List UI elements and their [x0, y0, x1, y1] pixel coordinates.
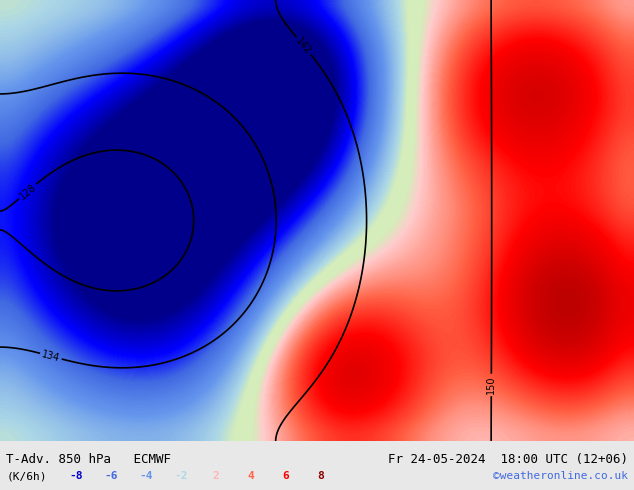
- Text: 8: 8: [317, 471, 323, 481]
- Text: -4: -4: [139, 471, 153, 481]
- Text: -2: -2: [174, 471, 188, 481]
- Text: 4: 4: [247, 471, 254, 481]
- Text: 2: 2: [212, 471, 219, 481]
- Text: 6: 6: [282, 471, 288, 481]
- Text: 150: 150: [486, 376, 496, 394]
- Text: 142: 142: [294, 35, 313, 56]
- Text: -8: -8: [69, 471, 83, 481]
- Text: -6: -6: [104, 471, 118, 481]
- Text: (K/6h): (K/6h): [6, 471, 47, 481]
- Text: T-Adv. 850 hPa   ECMWF: T-Adv. 850 hPa ECMWF: [6, 453, 171, 466]
- Text: 128: 128: [17, 181, 38, 201]
- Text: ©weatheronline.co.uk: ©weatheronline.co.uk: [493, 471, 628, 481]
- Text: Fr 24-05-2024  18:00 UTC (12+06): Fr 24-05-2024 18:00 UTC (12+06): [387, 453, 628, 466]
- Text: 134: 134: [41, 349, 61, 364]
